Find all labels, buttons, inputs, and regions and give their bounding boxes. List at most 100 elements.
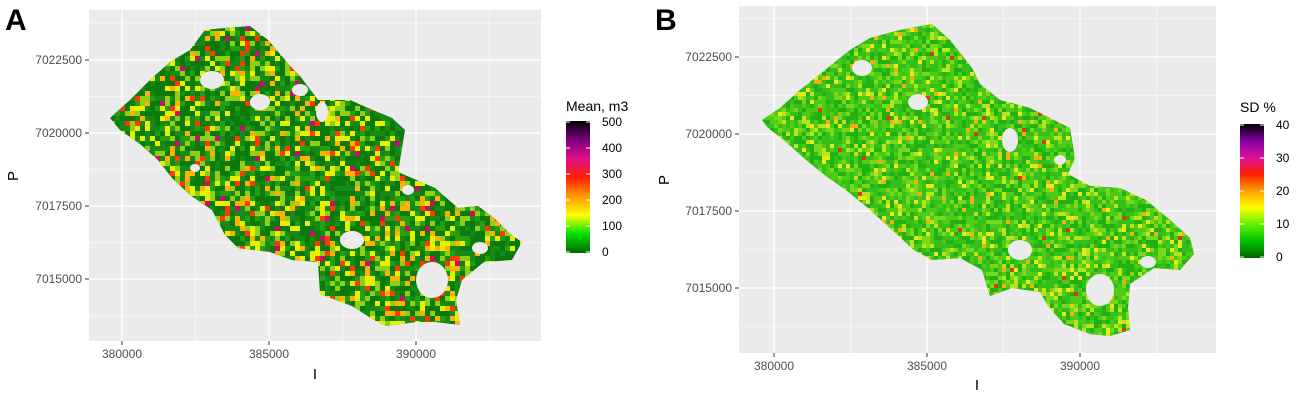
- raster-cell: [938, 36, 942, 40]
- raster-cell: [280, 76, 285, 81]
- raster-cell: [410, 301, 415, 306]
- raster-cell: [240, 196, 245, 201]
- raster-cell: [255, 181, 260, 186]
- raster-cell: [445, 211, 450, 216]
- raster-cell: [898, 88, 902, 92]
- raster-cell: [225, 166, 230, 171]
- raster-cell: [305, 121, 310, 126]
- raster-cell: [325, 181, 330, 186]
- raster-cell: [465, 241, 470, 246]
- raster-cell: [365, 221, 370, 226]
- panel-a-y-axis-title: P: [5, 171, 22, 181]
- raster-cell: [240, 141, 245, 146]
- raster-cell: [330, 266, 335, 271]
- raster-cell: [265, 236, 270, 241]
- raster-cell: [240, 46, 245, 51]
- raster-cell: [930, 64, 934, 68]
- raster-cell: [165, 111, 170, 116]
- raster-cell: [862, 56, 866, 60]
- raster-cell: [250, 41, 255, 46]
- raster-cell: [260, 226, 265, 231]
- raster-cell: [240, 206, 245, 211]
- raster-cell: [842, 92, 846, 96]
- raster-cell: [270, 166, 275, 171]
- raster-cell: [345, 151, 350, 156]
- raster-cell: [898, 48, 902, 52]
- raster-cell: [245, 211, 250, 216]
- raster-cell: [485, 231, 490, 236]
- raster-cell: [818, 96, 822, 100]
- raster-cell: [938, 76, 942, 80]
- raster-cell: [886, 52, 890, 56]
- raster-cell: [834, 76, 838, 80]
- raster-cell: [966, 92, 970, 96]
- raster-cell: [410, 266, 415, 271]
- raster-cell: [120, 111, 125, 116]
- raster-cell: [425, 226, 430, 231]
- raster-cell: [290, 176, 295, 181]
- raster-cell: [914, 84, 918, 88]
- raster-cell: [255, 236, 260, 241]
- raster-cell: [405, 226, 410, 231]
- raster-cell: [822, 76, 826, 80]
- raster-cell: [894, 44, 898, 48]
- raster-cell: [225, 116, 230, 121]
- raster-cell: [260, 116, 265, 121]
- raster-cell: [230, 146, 235, 151]
- raster-cell: [235, 206, 240, 211]
- raster-cell: [360, 191, 365, 196]
- raster-cell: [220, 71, 225, 76]
- raster-cell: [395, 266, 400, 271]
- raster-cell: [355, 306, 360, 311]
- raster-cell: [882, 40, 886, 44]
- raster-cell: [400, 201, 405, 206]
- raster-cell: [415, 291, 420, 296]
- raster-cell: [360, 121, 365, 126]
- raster-cell: [175, 106, 180, 111]
- raster-cell: [350, 146, 355, 151]
- raster-cell: [320, 191, 325, 196]
- raster-cell: [858, 92, 862, 96]
- raster-cell: [878, 84, 882, 88]
- raster-cell: [360, 296, 365, 301]
- raster-cell: [858, 44, 862, 48]
- raster-cell: [950, 92, 954, 96]
- raster-cell: [300, 176, 305, 181]
- raster-cell: [230, 26, 235, 31]
- raster-cell: [380, 206, 385, 211]
- raster-cell: [370, 196, 375, 201]
- raster-cell: [215, 66, 220, 71]
- raster-cell: [170, 171, 175, 176]
- raster-cell: [235, 211, 240, 216]
- raster-cell: [180, 131, 185, 136]
- raster-cell: [954, 80, 958, 84]
- raster-cell: [175, 176, 180, 181]
- raster-cell: [275, 86, 280, 91]
- raster-cell: [886, 64, 890, 68]
- raster-cell: [225, 206, 230, 211]
- raster-cell: [400, 206, 405, 211]
- raster-cell: [906, 84, 910, 88]
- raster-cell: [320, 251, 325, 256]
- raster-cell: [295, 111, 300, 116]
- raster-cell: [400, 176, 405, 181]
- raster-cell: [165, 131, 170, 136]
- raster-cell: [155, 151, 160, 156]
- raster-cell: [930, 56, 934, 60]
- raster-cell: [275, 236, 280, 241]
- raster-cell: [355, 276, 360, 281]
- raster-cell: [145, 131, 150, 136]
- raster-cell: [340, 231, 345, 236]
- raster-cell: [495, 231, 500, 236]
- raster-cell: [325, 231, 330, 236]
- raster-cell: [866, 52, 870, 56]
- raster-cell: [235, 136, 240, 141]
- raster-cell: [340, 206, 345, 211]
- raster-cell: [375, 181, 380, 186]
- raster-cell: [250, 241, 255, 246]
- raster-cell: [115, 116, 120, 121]
- raster-cell: [330, 161, 335, 166]
- raster-cell: [380, 241, 385, 246]
- raster-cell: [440, 256, 445, 261]
- raster-cell: [455, 226, 460, 231]
